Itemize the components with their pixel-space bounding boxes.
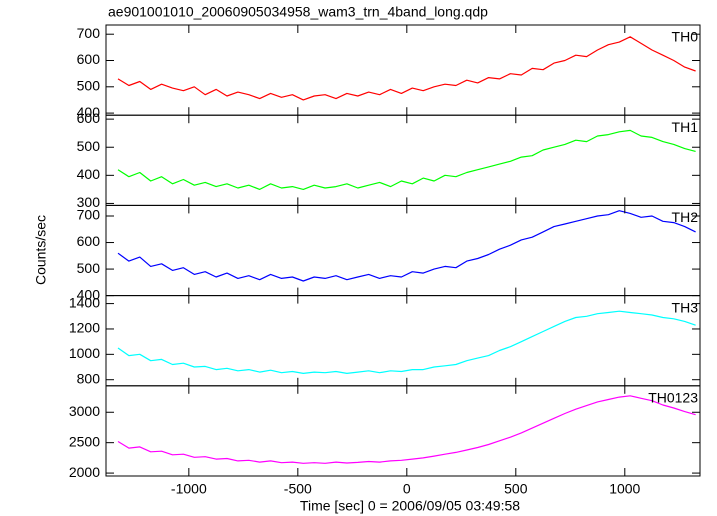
- panel-frame: [105, 24, 701, 116]
- y-tick-label: 2000: [69, 464, 100, 480]
- light-curve: [117, 395, 696, 464]
- y-tick-label: 1200: [69, 320, 100, 336]
- x-axis-label: Time [sec] 0 = 2006/09/05 03:49:58: [300, 498, 520, 514]
- y-axis-label: Counts/sec: [33, 215, 49, 285]
- y-tick-label: 1400: [69, 294, 100, 310]
- x-tick-label: 1000: [609, 481, 640, 497]
- y-tick-label: 300: [77, 194, 101, 210]
- panel-label: TH0123: [648, 390, 698, 406]
- y-tick-label: 600: [77, 110, 101, 126]
- light-curve: [117, 36, 696, 101]
- y-tick-label: 500: [77, 78, 101, 94]
- x-tick-label: -500: [284, 481, 312, 497]
- x-tick-label: -1000: [171, 481, 207, 497]
- y-tick-label: 3000: [69, 403, 100, 419]
- y-tick-label: 600: [77, 51, 101, 67]
- y-tick-label: 700: [77, 25, 101, 41]
- x-tick-label: 500: [504, 481, 528, 497]
- light-curve: [117, 210, 696, 282]
- chart-title: ae901001010_20060905034958_wam3_trn_4ban…: [108, 4, 488, 20]
- y-tick-label: 500: [77, 138, 101, 154]
- x-tick-label: 0: [403, 481, 411, 497]
- y-tick-label: 500: [77, 260, 101, 276]
- panel-frame: [105, 385, 701, 477]
- y-tick-label: 700: [77, 207, 101, 223]
- panel-label: TH3: [672, 299, 699, 315]
- y-tick-label: 600: [77, 233, 101, 249]
- panel-frame: [105, 295, 701, 387]
- panel-frame: [105, 204, 701, 297]
- panel-frame: [105, 114, 701, 206]
- y-tick-label: 400: [77, 286, 101, 302]
- y-tick-label: 400: [77, 166, 101, 182]
- y-tick-label: 1000: [69, 345, 100, 361]
- y-tick-label: 2500: [69, 433, 100, 449]
- y-tick-label: 800: [77, 370, 101, 386]
- panel-label: TH1: [672, 119, 699, 135]
- panel-label: TH2: [672, 209, 699, 225]
- y-tick-label: 400: [77, 104, 101, 120]
- panel-label: TH0: [672, 29, 699, 45]
- light-curve: [117, 310, 696, 374]
- light-curve: [117, 129, 696, 190]
